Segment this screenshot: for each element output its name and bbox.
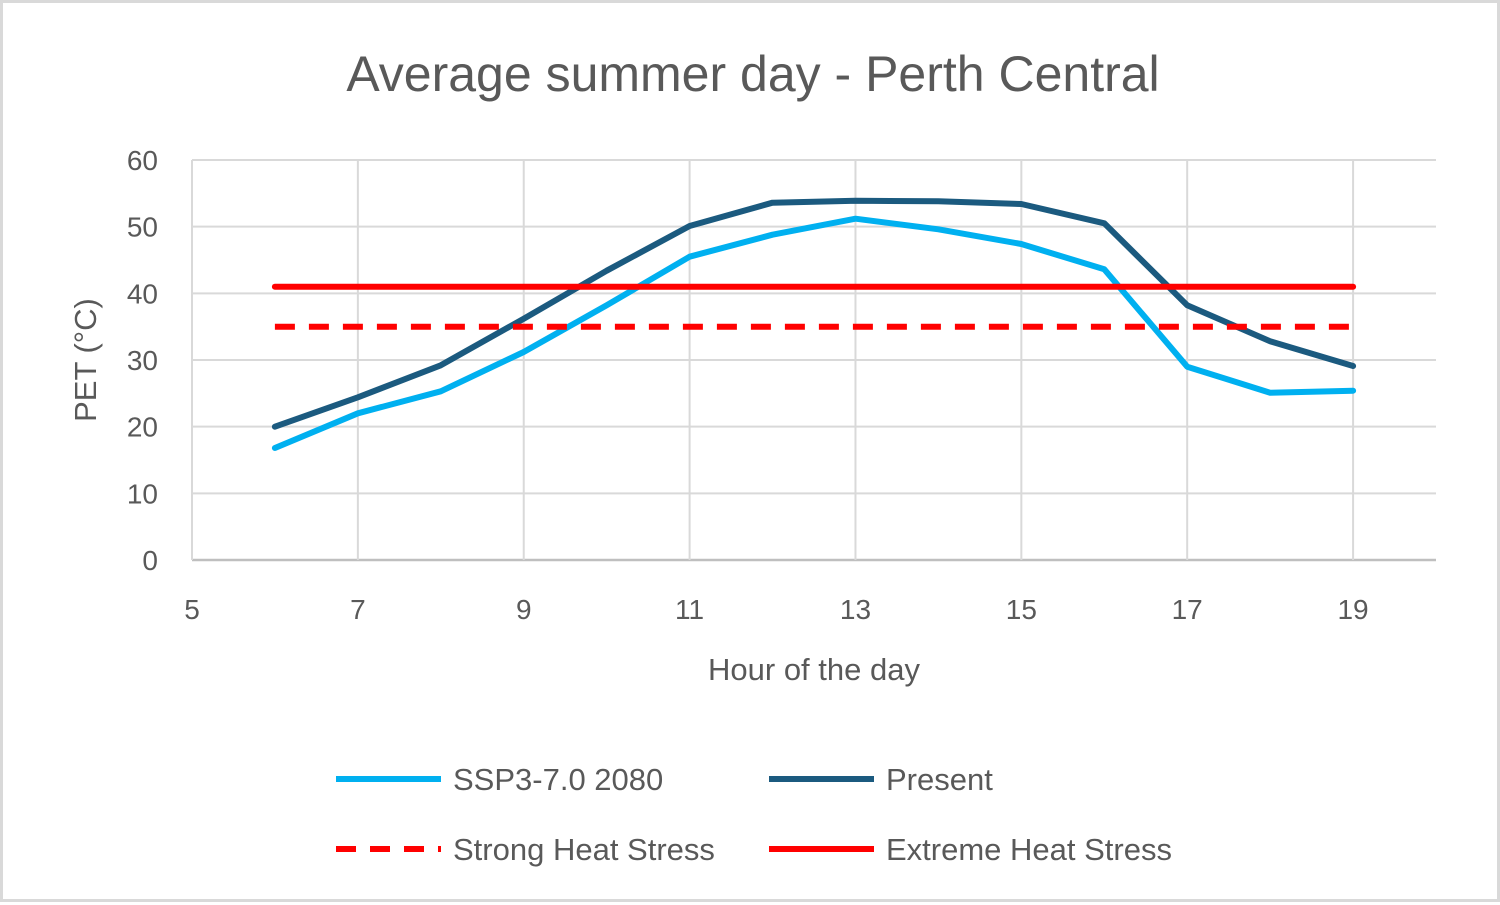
x-tick-label: 5 [184,594,200,625]
legend-item-strong-heat-stress: Strong Heat Stress [336,832,715,867]
y-axis-title: PET (°C) [68,298,103,422]
y-tick-label: 40 [127,278,158,309]
y-tick-label: 50 [127,212,158,243]
y-tick-label: 10 [127,478,158,509]
y-tick-label: 0 [142,545,158,576]
series-layer [271,197,1357,451]
series-line-present [271,197,1357,430]
legend-label: Strong Heat Stress [453,832,715,867]
x-tick-label: 15 [1006,594,1037,625]
y-tick-label: 60 [127,145,158,176]
y-tick-label: 30 [127,345,158,376]
series-line-ssp3-7-0-2080 [271,215,1357,451]
x-tick-label: 19 [1337,594,1368,625]
x-tick-label: 11 [675,594,704,625]
legend-item-extreme-heat-stress: Extreme Heat Stress [769,832,1172,867]
legend-item-present: Present [769,762,993,797]
legend-label: Present [886,762,993,797]
x-axis-title: Hour of the day [708,652,920,687]
chart-title: Average summer day - Perth Central [346,46,1159,102]
x-tick-label: 7 [350,594,366,625]
grid-layer [191,159,1436,562]
legend-label: SSP3-7.0 2080 [453,762,663,797]
axis-layer: 0 10 20 30 40 50 60 5 7 9 11 13 15 17 19 [127,145,1369,625]
x-tick-label: 17 [1172,594,1203,625]
y-tick-label: 20 [127,412,158,443]
legend-label: Extreme Heat Stress [886,832,1172,867]
legend-item-ssp3-7-0-2080: SSP3-7.0 2080 [336,762,663,797]
x-tick-label: 13 [840,594,871,625]
x-tick-label: 9 [516,594,532,625]
legend: SSP3-7.0 2080 Present Strong Heat Stress Ex… [336,762,1172,867]
line-chart: Average summer day - Perth Central 0 10 20… [68,46,1436,867]
